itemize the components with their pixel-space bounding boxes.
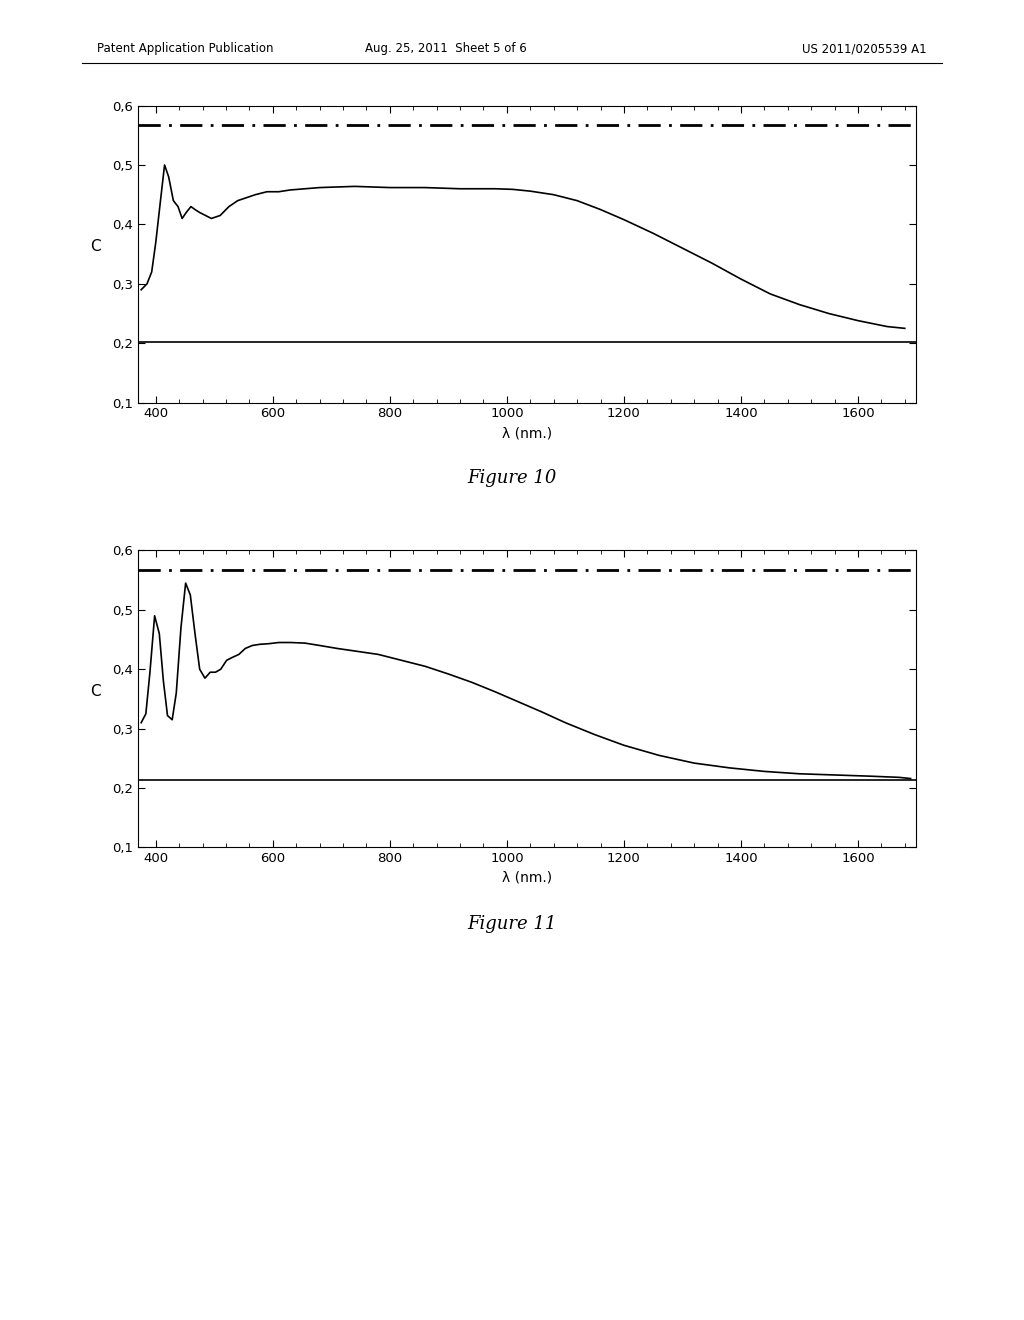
Text: Figure 11: Figure 11: [467, 915, 557, 933]
Y-axis label: C: C: [90, 684, 101, 700]
Text: US 2011/0205539 A1: US 2011/0205539 A1: [802, 42, 927, 55]
Y-axis label: C: C: [90, 239, 101, 255]
Text: Aug. 25, 2011  Sheet 5 of 6: Aug. 25, 2011 Sheet 5 of 6: [365, 42, 526, 55]
Text: Patent Application Publication: Patent Application Publication: [97, 42, 273, 55]
X-axis label: λ (nm.): λ (nm.): [503, 426, 552, 440]
Text: Figure 10: Figure 10: [467, 469, 557, 487]
X-axis label: λ (nm.): λ (nm.): [503, 871, 552, 884]
